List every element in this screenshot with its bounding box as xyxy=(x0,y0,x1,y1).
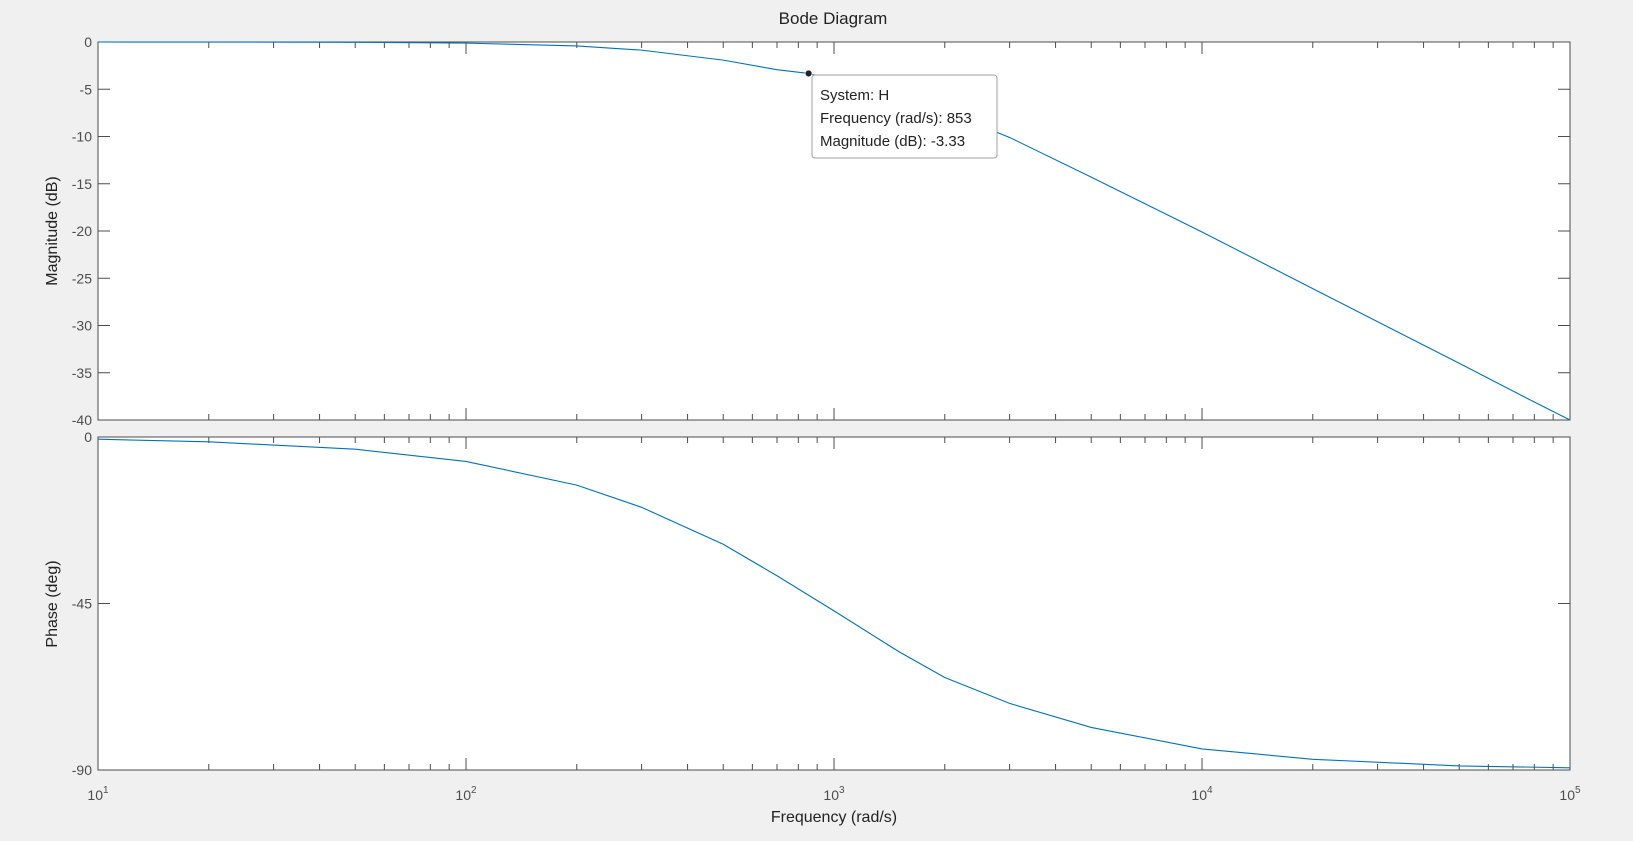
y-tick-label: -5 xyxy=(80,81,93,97)
y-tick-label: -35 xyxy=(72,365,92,381)
x-tick-labels: 101 102 103 104 105 xyxy=(87,785,1581,803)
y-tick-label: -10 xyxy=(72,129,92,145)
y-tick-label: -30 xyxy=(72,318,92,334)
phase-series-line xyxy=(97,438,1571,769)
phase-axes[interactable]: 0 -45 -90 xyxy=(72,429,1571,778)
magnitude-axis-label: Magnitude (dB) xyxy=(44,176,61,285)
data-tip-system: System: H xyxy=(820,87,889,104)
y-tick-label: -90 xyxy=(72,762,92,778)
x-tick-label: 104 xyxy=(1191,785,1213,803)
x-tick-label: 102 xyxy=(455,785,477,803)
x-tick-label: 101 xyxy=(87,785,109,803)
x-tick-label: 103 xyxy=(823,785,845,803)
magnitude-ticks: 0 -5 -10 -15 -20 -25 -30 -35 -40 xyxy=(72,34,1570,428)
data-tip-frequency: Frequency (rad/s): 853 xyxy=(820,110,972,127)
phase-axis-label: Phase (deg) xyxy=(44,560,61,647)
y-tick-label: -15 xyxy=(72,176,92,192)
y-tick-label: 0 xyxy=(84,34,92,50)
y-tick-label: 0 xyxy=(84,429,92,445)
x-axis-label: Frequency (rad/s) xyxy=(771,809,897,826)
y-tick-label: -40 xyxy=(72,412,92,428)
y-tick-label: -20 xyxy=(72,223,92,239)
data-tip-magnitude: Magnitude (dB): -3.33 xyxy=(820,133,965,150)
phase-ticks: 0 -45 -90 xyxy=(72,429,1570,778)
data-tip[interactable]: System: H Frequency (rad/s): 853 Magnitu… xyxy=(804,69,998,159)
data-tip-marker[interactable] xyxy=(804,69,813,78)
y-tick-label: -45 xyxy=(72,596,92,612)
data-tip-box xyxy=(811,74,998,159)
chart-title: Bode Diagram xyxy=(779,9,888,28)
phase-plot-area xyxy=(97,436,1571,771)
y-tick-label: -25 xyxy=(72,270,92,286)
x-tick-label: 105 xyxy=(1559,785,1581,803)
